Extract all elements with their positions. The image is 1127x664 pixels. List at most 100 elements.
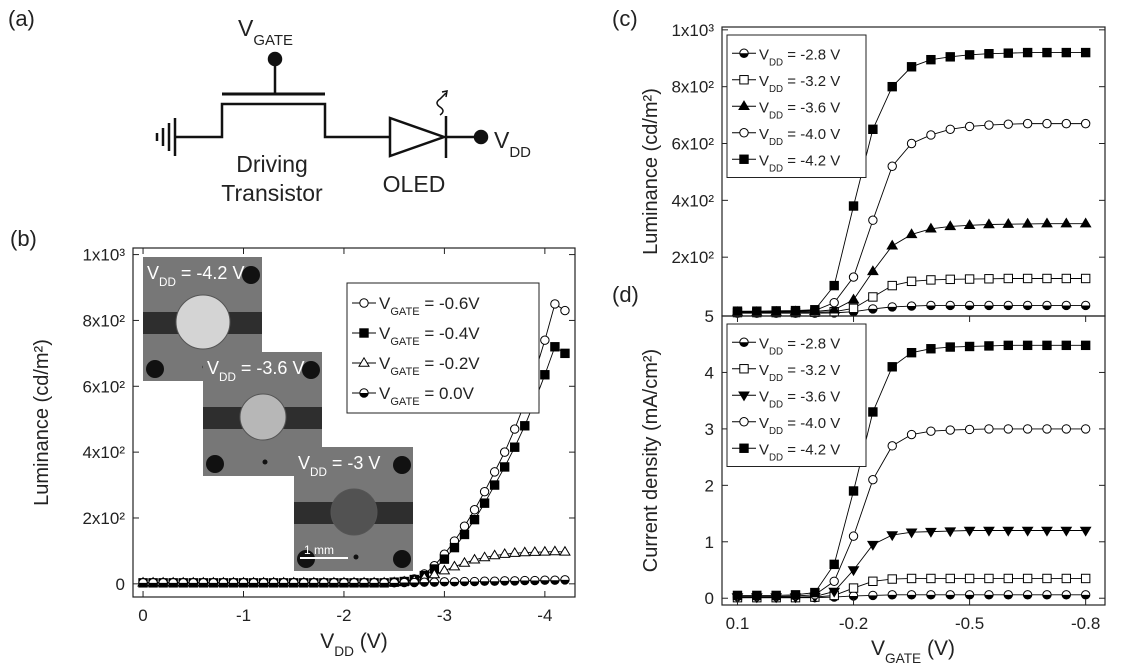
data-point: [868, 292, 878, 302]
marker-shape: [739, 154, 749, 164]
text-part: = -3.2 V: [783, 73, 840, 90]
data-point: [810, 587, 820, 598]
data-point: [540, 335, 550, 345]
marker-shape: [945, 52, 955, 62]
text-part: V: [147, 263, 159, 283]
y-tick-label: 2: [705, 476, 714, 495]
data-point: [1022, 47, 1033, 58]
marker-shape: [906, 429, 917, 440]
x-tick-label: -0.8: [1071, 614, 1100, 633]
marker-shape: [964, 424, 975, 435]
data-point: [790, 305, 801, 316]
marker-shape: [965, 305, 974, 310]
text-part: DD: [769, 399, 783, 410]
marker-shape: [984, 341, 994, 351]
marker-shape: [926, 305, 936, 310]
data-point: [887, 441, 897, 451]
photo-dot: [393, 550, 411, 568]
transistor-label: Driving: [236, 151, 308, 177]
marker-shape: [1080, 573, 1091, 584]
marker-shape: [389, 582, 399, 588]
data-point: [945, 124, 955, 135]
data-point: [1080, 273, 1091, 284]
text-part: V: [759, 415, 769, 432]
legend-marker: [739, 417, 749, 427]
marker-shape: [1002, 526, 1015, 537]
marker-shape: [1062, 594, 1071, 600]
data-point: [926, 300, 936, 311]
marker-shape: [518, 546, 531, 557]
text-part: GATE: [390, 336, 419, 348]
data-point: [1080, 590, 1091, 600]
data-point: [550, 575, 560, 585]
marker-shape: [926, 275, 936, 285]
marker-shape: [148, 582, 158, 588]
marker-shape: [1004, 305, 1013, 310]
data-point: [489, 576, 500, 586]
text-part: V: [379, 324, 391, 343]
marker-shape: [369, 582, 379, 588]
data-point: [479, 498, 490, 508]
data-point: [926, 130, 936, 140]
data-point: [1042, 300, 1052, 311]
marker-shape: [945, 425, 955, 435]
text-part: = -4.0 V: [783, 415, 840, 432]
photo-pixel: [239, 393, 287, 441]
marker-shape: [963, 219, 976, 230]
data-point: [810, 305, 820, 315]
marker-shape: [239, 582, 248, 588]
data-point: [984, 341, 994, 351]
legend-marker: [359, 388, 369, 398]
marker-shape: [468, 553, 481, 564]
data-point: [369, 578, 379, 588]
data-point: [926, 426, 936, 436]
data-point: [228, 578, 239, 588]
text-part: V: [379, 294, 391, 313]
text-part: DD: [769, 452, 783, 463]
scale-bar-label: 1 mm: [304, 543, 334, 557]
data-point: [1021, 217, 1034, 228]
marker-shape: [459, 529, 470, 540]
y-tick-label: 5: [705, 307, 714, 326]
marker-shape: [946, 305, 955, 310]
data-point: [906, 276, 917, 287]
marker-shape: [440, 581, 449, 587]
legend-label: VDD = -2.8 V: [759, 46, 840, 68]
data-point: [1042, 273, 1052, 284]
marker-shape: [540, 370, 550, 380]
marker-shape: [752, 590, 762, 601]
marker-shape: [438, 564, 451, 575]
legend-label: VDD = -4.2 V: [759, 441, 840, 463]
data-point: [448, 560, 461, 571]
marker-shape: [1003, 424, 1013, 434]
text-part: = -0.4V: [420, 324, 481, 343]
marker-shape: [984, 573, 994, 584]
data-point: [945, 425, 955, 435]
data-point: [945, 590, 955, 600]
data-point: [550, 342, 560, 352]
data-point: [499, 576, 510, 586]
text-part: = -3.6 V: [783, 388, 840, 405]
gate-label: VGATE: [238, 15, 293, 49]
marker-shape: [488, 549, 501, 560]
data-point: [1061, 273, 1072, 284]
marker-shape: [983, 218, 995, 229]
data-point: [389, 578, 399, 588]
legend-label: VGATE = -0.2V: [379, 354, 480, 378]
legend-marker: [358, 356, 370, 367]
data-point: [790, 590, 801, 600]
data-point: [868, 215, 878, 225]
data-point: [926, 344, 936, 354]
y-axis-label: Current density (mA/cm²): [640, 349, 662, 572]
data-point: [828, 587, 841, 598]
marker-shape: [1081, 594, 1090, 600]
data-point: [158, 578, 168, 588]
data-point: [906, 62, 917, 72]
text-part: V: [207, 358, 219, 378]
legend-marker: [739, 128, 749, 138]
marker-shape: [984, 594, 994, 600]
data-point: [560, 348, 570, 359]
data-point: [906, 573, 917, 584]
marker-shape: [868, 576, 878, 586]
data-point: [560, 575, 570, 585]
